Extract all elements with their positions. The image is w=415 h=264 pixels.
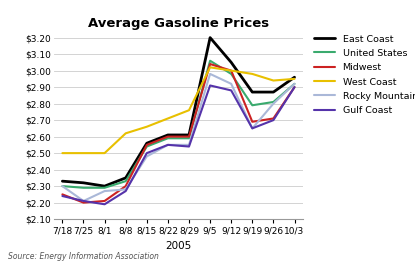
Rocky Mountain	[292, 82, 297, 86]
Gulf Coast	[102, 203, 107, 206]
Gulf Coast	[271, 119, 276, 122]
United States	[60, 185, 65, 188]
Midwest	[229, 69, 234, 72]
Midwest	[166, 135, 171, 138]
East Coast	[123, 176, 128, 180]
Gulf Coast	[166, 143, 171, 147]
East Coast	[102, 185, 107, 188]
Rocky Mountain	[60, 185, 65, 188]
West Coast	[271, 79, 276, 82]
East Coast	[271, 91, 276, 94]
United States	[250, 104, 255, 107]
Gulf Coast	[123, 190, 128, 193]
Midwest	[123, 185, 128, 188]
West Coast	[81, 152, 86, 155]
East Coast	[250, 91, 255, 94]
Rocky Mountain	[208, 72, 212, 76]
Legend: East Coast, United States, Midwest, West Coast, Rocky Mountain, Gulf Coast: East Coast, United States, Midwest, West…	[310, 31, 415, 119]
Midwest	[292, 86, 297, 89]
Line: West Coast: West Coast	[62, 67, 295, 153]
Midwest	[186, 135, 191, 138]
Gulf Coast	[144, 152, 149, 155]
Gulf Coast	[186, 145, 191, 148]
West Coast	[229, 69, 234, 72]
Midwest	[208, 62, 212, 65]
Gulf Coast	[250, 127, 255, 130]
Gulf Coast	[229, 89, 234, 92]
East Coast	[208, 36, 212, 39]
United States	[229, 72, 234, 76]
United States	[81, 186, 86, 189]
Midwest	[144, 143, 149, 147]
Gulf Coast	[60, 194, 65, 197]
United States	[292, 82, 297, 86]
Midwest	[102, 199, 107, 202]
West Coast	[186, 109, 191, 112]
West Coast	[102, 152, 107, 155]
Line: East Coast: East Coast	[62, 37, 295, 186]
United States	[208, 59, 212, 62]
United States	[102, 186, 107, 189]
West Coast	[60, 152, 65, 155]
United States	[166, 137, 171, 140]
West Coast	[144, 125, 149, 128]
Gulf Coast	[208, 84, 212, 87]
Rocky Mountain	[186, 143, 191, 147]
Gulf Coast	[292, 86, 297, 89]
West Coast	[292, 77, 297, 81]
East Coast	[166, 133, 171, 136]
Midwest	[250, 120, 255, 123]
East Coast	[81, 181, 86, 185]
East Coast	[229, 61, 234, 64]
Rocky Mountain	[271, 102, 276, 105]
West Coast	[208, 66, 212, 69]
Text: Source: Energy Information Association: Source: Energy Information Association	[8, 252, 159, 261]
Line: Midwest: Midwest	[62, 64, 295, 202]
Text: 2005: 2005	[165, 241, 192, 251]
East Coast	[60, 180, 65, 183]
East Coast	[292, 76, 297, 79]
Gulf Coast	[81, 199, 86, 202]
Title: Average Gasoline Prices: Average Gasoline Prices	[88, 17, 269, 30]
United States	[123, 180, 128, 183]
Rocky Mountain	[166, 143, 171, 147]
Rocky Mountain	[229, 82, 234, 86]
Rocky Mountain	[81, 199, 86, 202]
Midwest	[81, 201, 86, 204]
United States	[144, 145, 149, 148]
Rocky Mountain	[144, 155, 149, 158]
West Coast	[166, 117, 171, 120]
Rocky Mountain	[123, 188, 128, 191]
Midwest	[271, 117, 276, 120]
Line: Rocky Mountain: Rocky Mountain	[62, 74, 295, 201]
United States	[271, 100, 276, 103]
Rocky Mountain	[250, 127, 255, 130]
East Coast	[186, 133, 191, 136]
Midwest	[60, 193, 65, 196]
West Coast	[250, 72, 255, 76]
West Coast	[123, 132, 128, 135]
Line: United States: United States	[62, 61, 295, 188]
Rocky Mountain	[102, 190, 107, 193]
East Coast	[144, 142, 149, 145]
United States	[186, 137, 191, 140]
Line: Gulf Coast: Gulf Coast	[62, 86, 295, 204]
